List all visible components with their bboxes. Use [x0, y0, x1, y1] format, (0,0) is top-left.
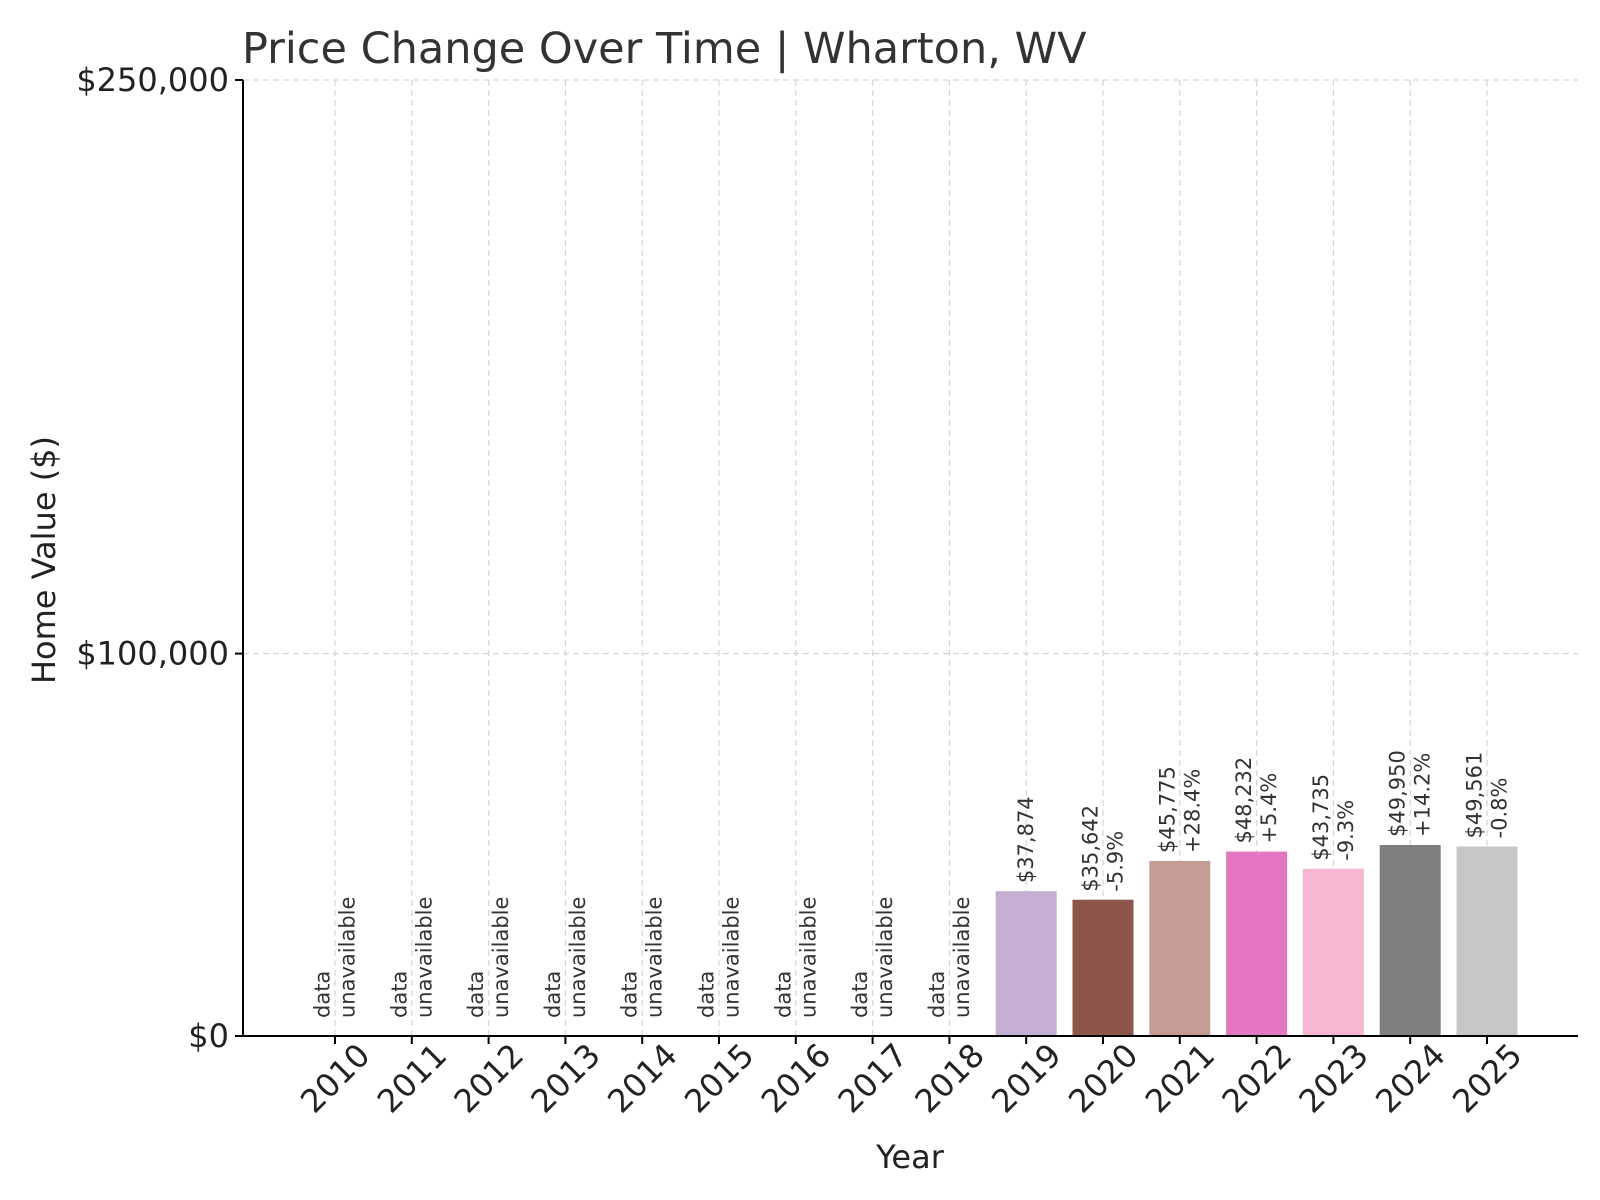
y-axis-label: Home Value ($)	[25, 436, 63, 684]
bar-value-label: data	[464, 971, 488, 1018]
bar-value-label: $45,775	[1155, 766, 1179, 853]
bar-value-label: unavailable	[796, 897, 820, 1018]
x-tick-label: 2023	[1291, 1036, 1375, 1120]
bar-value-label: -9.3%	[1334, 800, 1358, 861]
bar-value-label: +5.4%	[1257, 773, 1281, 844]
bar-value-label: data	[695, 971, 719, 1018]
axes-layer	[242, 80, 1578, 1037]
x-axis-label: Year	[875, 1138, 945, 1176]
x-ticks: 2010201120122013201420152016201720182019…	[293, 1036, 1529, 1120]
x-tick-label: 2013	[523, 1036, 607, 1120]
x-tick-label: 2014	[600, 1036, 684, 1120]
y-tick-label: $100,000	[76, 635, 229, 673]
x-tick-label: 2015	[677, 1036, 761, 1120]
bar	[1302, 868, 1364, 1036]
x-tick-label: 2012	[447, 1036, 531, 1120]
x-tick-label: 2022	[1215, 1036, 1299, 1120]
bar-value-label: $43,735	[1309, 774, 1333, 861]
grid-layer	[243, 79, 1578, 1036]
x-tick-label: 2021	[1138, 1036, 1222, 1120]
bar-value-label: -0.8%	[1488, 778, 1512, 839]
x-tick-label: 2020	[1061, 1036, 1145, 1120]
y-tick-label: $250,000	[76, 61, 229, 99]
x-tick-label: 2019	[984, 1036, 1068, 1120]
bars-layer	[995, 844, 1518, 1036]
bar-value-label: +14.2%	[1411, 753, 1435, 837]
bar	[995, 891, 1057, 1036]
x-tick-label: 2011	[370, 1036, 454, 1120]
x-tick-label: 2025	[1445, 1036, 1529, 1120]
bar-value-label: unavailable	[566, 897, 590, 1018]
bar	[1072, 899, 1134, 1036]
bar-value-label: -5.9%	[1104, 831, 1128, 892]
bar-value-label: $49,561	[1463, 752, 1487, 839]
y-tick-label: $0	[188, 1017, 229, 1055]
x-tick-label: 2018	[907, 1036, 991, 1120]
x-tick-label: 2024	[1368, 1036, 1452, 1120]
x-tick-label: 2017	[831, 1036, 915, 1120]
bar-value-label: $49,950	[1386, 750, 1410, 837]
x-tick-label: 2016	[754, 1036, 838, 1120]
bar-value-label: unavailable	[950, 897, 974, 1018]
y-ticks: $0 $100,000 $250,000	[76, 61, 243, 1055]
bar-value-label: $37,874	[1014, 796, 1038, 883]
bar	[1456, 846, 1518, 1036]
bar-value-label: data	[848, 971, 872, 1018]
bar	[1226, 851, 1288, 1036]
bar-value-label: $35,642	[1079, 805, 1103, 892]
bar-value-label: unavailable	[336, 897, 360, 1018]
bar-value-label: data	[925, 971, 949, 1018]
bar	[1379, 844, 1441, 1036]
bar-value-label: data	[311, 971, 335, 1018]
bar-value-label: unavailable	[412, 897, 436, 1018]
bar-value-label: unavailable	[489, 897, 513, 1018]
bar-labels-layer: data unavailable data unavailable data unavai…	[311, 750, 1512, 1018]
bar-value-label: data	[618, 971, 642, 1018]
bar-value-label: data	[387, 971, 411, 1018]
bar-value-label: $48,232	[1232, 757, 1256, 844]
x-tick-label: 2010	[293, 1036, 377, 1120]
bar-value-label: unavailable	[873, 897, 897, 1018]
bar-value-label: unavailable	[643, 897, 667, 1018]
bar	[1149, 860, 1211, 1036]
bar-value-label: unavailable	[720, 897, 744, 1018]
bar-value-label: +28.4%	[1180, 769, 1204, 853]
bar-value-label: data	[541, 971, 565, 1018]
chart-title: Price Change Over Time | Wharton, WV	[242, 24, 1087, 74]
bar-value-label: data	[771, 971, 795, 1018]
